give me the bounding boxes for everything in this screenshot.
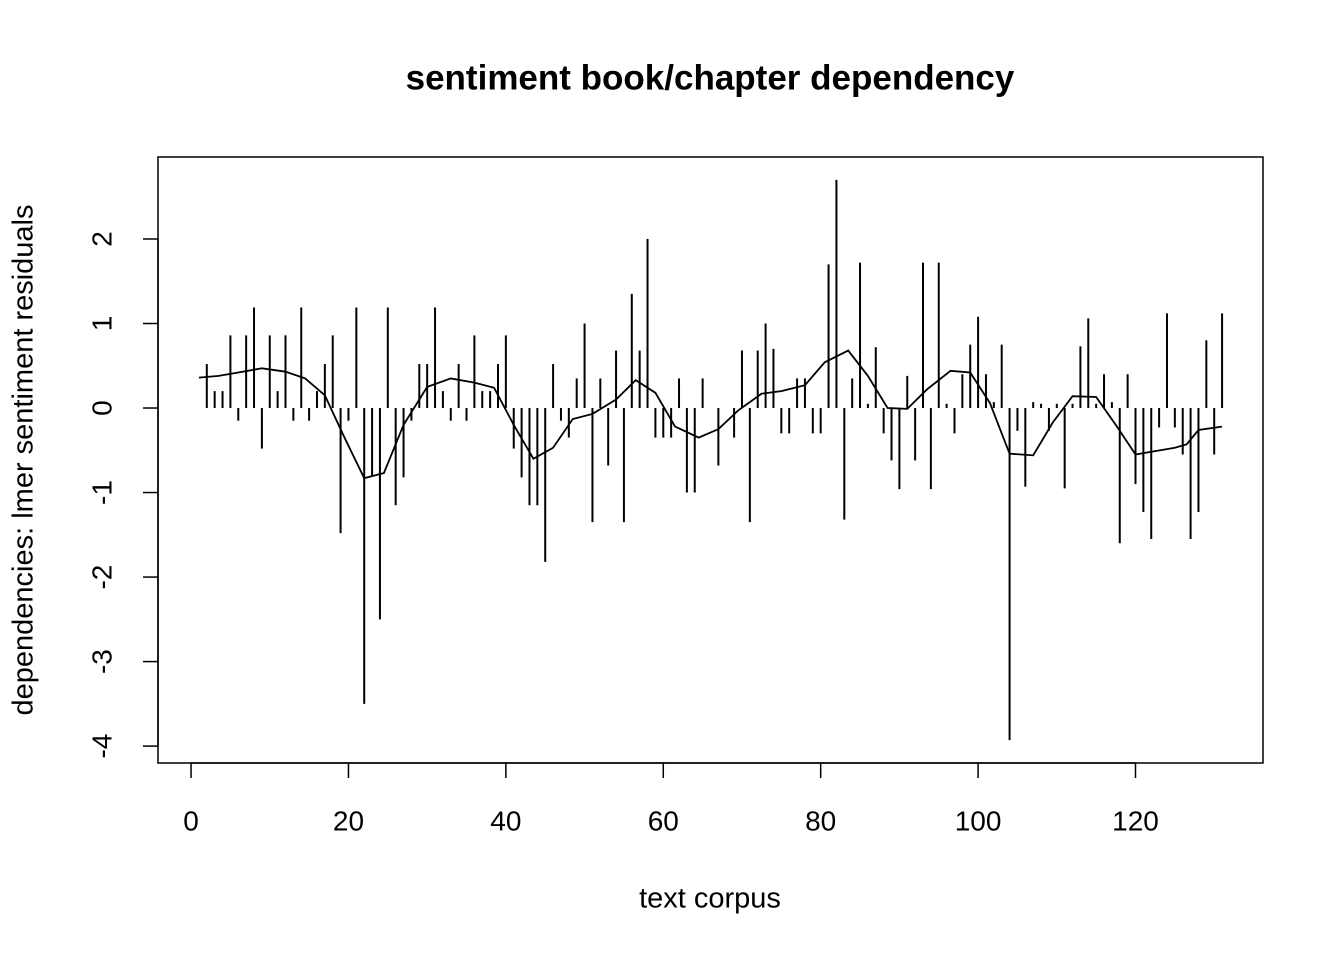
x-tick-label: 60 xyxy=(648,805,679,836)
plot-box xyxy=(157,156,1264,764)
x-tick-label: 20 xyxy=(333,805,364,836)
y-axis-label: dependencies: lmer sentiment residuals xyxy=(8,205,40,716)
x-axis-label: text corpus xyxy=(639,883,781,915)
trend-line xyxy=(198,349,1223,480)
y-tick-label: -4 xyxy=(86,734,117,759)
y-tick-label: 2 xyxy=(86,231,117,247)
y-tick-label: 1 xyxy=(86,316,117,332)
y-tick-label: -1 xyxy=(86,480,117,505)
y-tick-label: 0 xyxy=(86,400,117,416)
y-tick-label: -2 xyxy=(86,565,117,590)
x-tick-label: 120 xyxy=(1112,805,1159,836)
y-tick-label: -3 xyxy=(86,649,117,674)
x-tick-label: 100 xyxy=(955,805,1002,836)
x-tick-label: 0 xyxy=(183,805,199,836)
x-tick-label: 80 xyxy=(805,805,836,836)
x-tick-label: 40 xyxy=(490,805,521,836)
chart-title: sentiment book/chapter dependency xyxy=(406,58,1015,97)
